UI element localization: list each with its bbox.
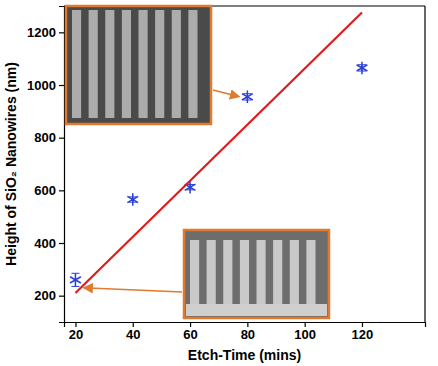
point [357, 62, 368, 75]
inset-image [66, 6, 211, 124]
inset-pillar [223, 240, 232, 306]
tick: 400 [34, 236, 64, 251]
x-axis: 20 40 60 80 100 120 [65, 322, 426, 342]
inset-pillar [273, 240, 282, 306]
inset-frame [184, 230, 329, 318]
inset-pillar [122, 10, 131, 118]
axis-line [59, 7, 65, 323]
tick-label: 40 [126, 327, 140, 342]
point [242, 91, 253, 104]
inset-pillar [207, 240, 216, 306]
tick-label: 80 [241, 327, 255, 342]
inset-pillar [139, 10, 148, 118]
tick: 100 [294, 322, 316, 342]
tick: 1200 [27, 25, 64, 40]
inset-pillar [306, 240, 315, 306]
point [127, 193, 138, 206]
tick: 200 [34, 288, 64, 303]
tick: 80 [241, 322, 255, 342]
inset-pillar [105, 10, 114, 118]
tick-label: 120 [352, 327, 374, 342]
inset-base [186, 304, 327, 316]
inset-pillar [257, 240, 266, 306]
x-axis-title: Etch-Time (mins) [188, 347, 301, 363]
y-axis-title: Height of SiO₂ Nanowires (nm) [3, 62, 19, 266]
tick-label: 20 [69, 327, 83, 342]
tick-label: 100 [294, 327, 316, 342]
tick-label: 800 [34, 130, 56, 145]
tick-label: 600 [34, 183, 56, 198]
inset-pillar [72, 10, 81, 118]
tick-label: 200 [34, 288, 56, 303]
tick-label: 60 [183, 327, 197, 342]
tick: 60 [183, 322, 197, 342]
tick: 800 [34, 130, 64, 145]
tick-label: 1000 [27, 78, 56, 93]
inset-pillar [155, 10, 164, 118]
tick: 120 [352, 322, 374, 342]
tick-mark [59, 190, 64, 191]
arrow [83, 288, 182, 292]
tick-mark [59, 85, 64, 86]
inset-pillar [89, 10, 98, 118]
tick-label: 400 [34, 236, 56, 251]
plot: 20 40 60 80 100 120 200 400 600 800 1000 1200 [27, 6, 425, 342]
tick-mark [59, 32, 64, 33]
tick: 1000 [27, 78, 64, 93]
y-axis: 200 400 600 800 1000 1200 [27, 7, 64, 323]
tick: 40 [126, 322, 140, 342]
inset-pillar [190, 240, 199, 306]
point [70, 274, 81, 287]
inset-image [184, 230, 329, 318]
inset-frame [66, 6, 211, 124]
tick: 600 [34, 183, 64, 198]
tick-mark [59, 138, 64, 139]
tick-mark [59, 296, 64, 297]
inset-pillar [172, 10, 181, 118]
tick-label: 1200 [27, 25, 56, 40]
inset-pillar [240, 240, 249, 306]
frame [424, 6, 425, 322]
point [185, 181, 196, 194]
tick-mark [59, 243, 64, 244]
tick: 20 [69, 322, 83, 342]
inset-pillar [188, 10, 197, 118]
inset-pillar [290, 240, 299, 306]
chart: 20 40 60 80 100 120 200 400 600 800 1000 1200 Etch-T… [0, 0, 438, 366]
arrow [213, 90, 239, 97]
